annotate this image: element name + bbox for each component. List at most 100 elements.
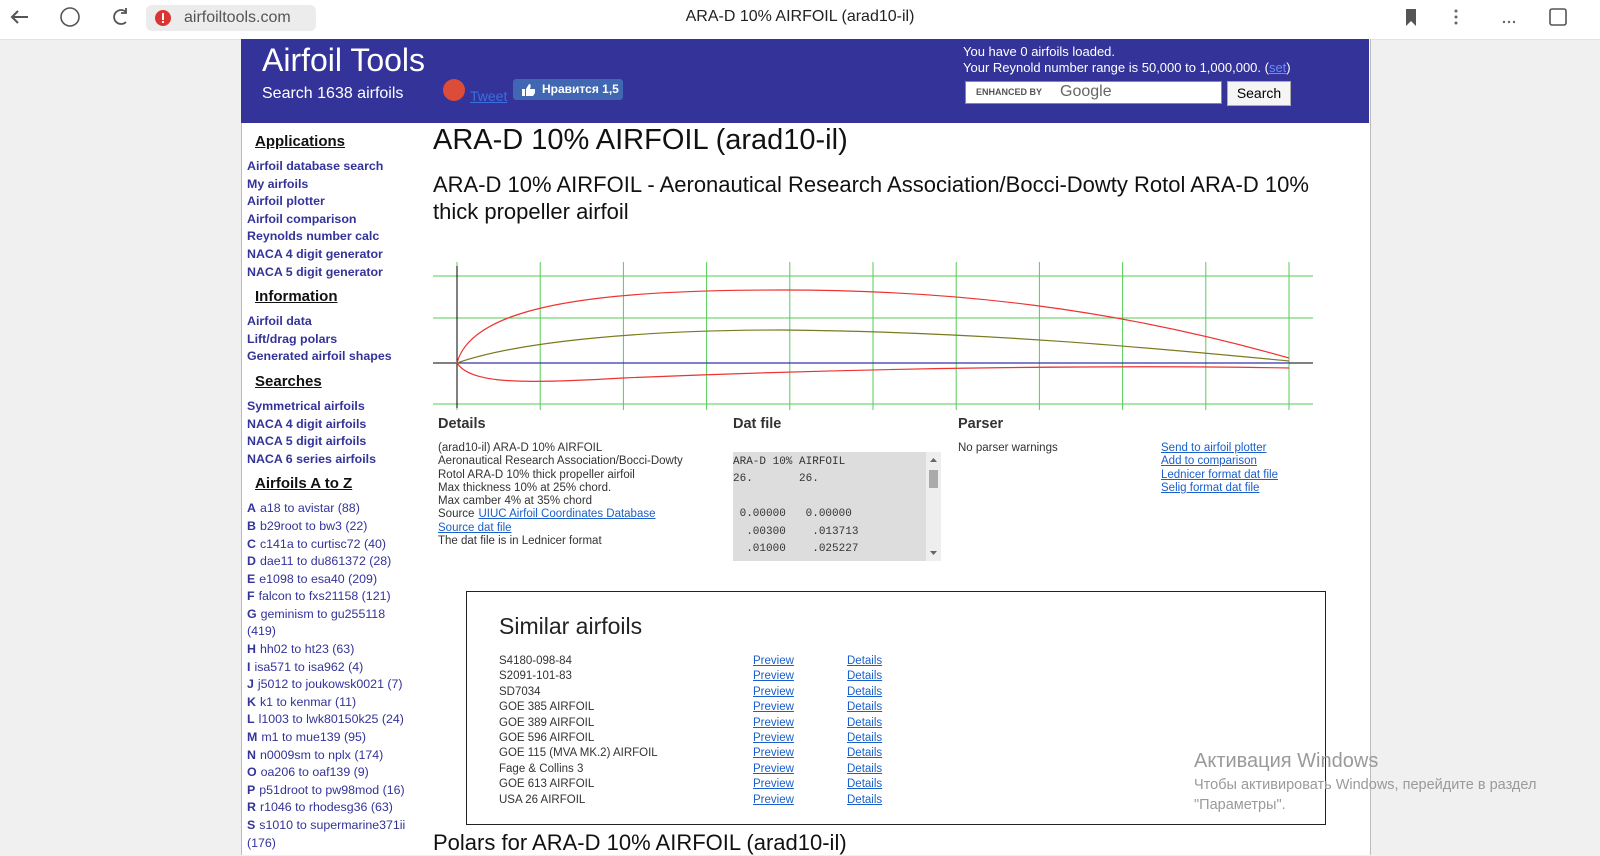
preview-link[interactable]: Preview [753, 732, 794, 744]
bookmark-icon[interactable] [1406, 9, 1416, 26]
reynolds-line: Your Reynold number range is 50,000 to 1… [963, 60, 1291, 76]
source-link[interactable]: UIUC Airfoil Coordinates Database [478, 508, 656, 521]
reload-icon[interactable] [113, 8, 127, 25]
az-letter: A [247, 501, 256, 516]
yandex-icon[interactable] [60, 7, 80, 27]
preview-link[interactable]: Preview [753, 670, 794, 683]
scrollbar[interactable] [926, 452, 941, 561]
like-icon [522, 84, 535, 96]
sidebar-link[interactable]: Airfoil database search [247, 159, 384, 173]
az-link[interactable]: oa206 to oaf139 (9) [260, 765, 369, 780]
details-link[interactable]: Details [847, 685, 883, 698]
parser-link[interactable]: Send to airfoil plotter [1161, 442, 1267, 454]
menu-icon[interactable] [1454, 9, 1458, 25]
details-link[interactable]: Details [847, 655, 883, 667]
similar-row: GOE 596 AIRFOIL Preview Details [499, 732, 882, 744]
sidebar-link[interactable]: Lift/drag polars [247, 331, 338, 346]
address-bar[interactable]: airfoiltools.com [146, 5, 316, 31]
parser-section: Parser No parser warnings Send to airfoi… [958, 416, 1358, 494]
sidebar-link[interactable]: Symmetrical airfoils [247, 398, 365, 413]
az-link[interactable]: l1003 to lwk80150k25 (24) [258, 712, 404, 727]
sidebar-link[interactable]: Airfoil comparison [247, 211, 357, 226]
az-link[interactable]: b29root to bw3 (22) [259, 518, 368, 533]
similar-row: Fage & Collins 3 Preview Details [499, 763, 882, 775]
reynolds-set-link[interactable]: set [1268, 59, 1287, 75]
details-link[interactable]: Details [847, 716, 883, 729]
reynolds-text: Your Reynold number range is 50,000 to 1… [963, 59, 1269, 75]
search-input[interactable]: ENHANCED BY Google [965, 81, 1222, 104]
dat-heading: Dat file [733, 416, 782, 432]
az-link[interactable]: hh02 to ht23 (63) [259, 642, 355, 657]
parser-link[interactable]: Lednicer format dat file [1161, 468, 1278, 481]
site-title[interactable]: Airfoil Tools [262, 42, 426, 78]
sidebar-link[interactable]: NACA 5 digit airfoils [247, 434, 367, 449]
parser-link[interactable]: Add to comparison [1161, 455, 1257, 468]
az-link[interactable]: j5012 to joukowsk0021 (7) [257, 677, 403, 692]
preview-link[interactable]: Preview [753, 655, 794, 667]
search-count[interactable]: Search 1638 airfoils [262, 85, 404, 102]
sidebar-link[interactable]: NACA 4 digit airfoils [247, 416, 367, 431]
az-letter: R [247, 800, 256, 815]
details-line: (arad10-il) ARA-D 10% AIRFOIL [438, 442, 603, 454]
dat-line: 26. 26. [733, 473, 819, 486]
az-link[interactable]: isa571 to isa962 (4) [254, 659, 364, 674]
google-plus-button[interactable] [443, 79, 465, 101]
az-link[interactable]: falcon to fxs21158 (121) [258, 589, 391, 604]
similar-name: USA 26 AIRFOIL [499, 793, 586, 806]
preview-link[interactable]: Preview [753, 701, 794, 714]
dat-line: .00300 .013713 [733, 525, 859, 538]
preview-link[interactable]: Preview [753, 685, 794, 698]
az-link[interactable]: e1098 to esa40 (209) [259, 571, 378, 586]
details-line: Max thickness 10% at 25% chord. [438, 481, 612, 494]
sidebar-heading: Airfoils A to Z [255, 475, 353, 493]
az-link[interactable]: p51droot to pw98mod (16) [259, 782, 405, 797]
az-link[interactable]: dae11 to du861372 (28) [259, 554, 392, 569]
preview-link[interactable]: Preview [753, 778, 794, 791]
sidebar-link[interactable]: NACA 6 series airfoils [247, 451, 377, 466]
sidebar-link[interactable]: Reynolds number calc [247, 229, 380, 244]
sidebar-link[interactable]: My airfoils [247, 176, 309, 191]
extensions-icon[interactable] [1549, 8, 1567, 26]
parser-link[interactable]: Selig format dat file [1161, 481, 1260, 494]
details-link[interactable]: Details [847, 701, 883, 714]
az-letter: D [247, 554, 256, 569]
az-link[interactable]: n0009sm to nplx (174) [259, 747, 384, 762]
az-link[interactable]: m1 to mue139 (95) [261, 730, 367, 745]
sidebar-link[interactable]: Generated airfoil shapes [247, 349, 392, 364]
preview-link[interactable]: Preview [753, 716, 794, 729]
details-link[interactable]: Details [847, 747, 883, 760]
az-link[interactable]: a18 to avistar (88) [259, 501, 360, 516]
preview-link[interactable]: Preview [753, 793, 794, 806]
sidebar-links: Airfoil database search My airfoils Airfoi… [247, 158, 417, 281]
az-letter: O [247, 765, 257, 780]
back-icon[interactable] [10, 10, 28, 24]
preview-link[interactable]: Preview [753, 762, 794, 775]
sidebar-link[interactable]: Airfoil data [247, 314, 312, 329]
az-link[interactable]: r1046 to rhodesg36 (63) [259, 800, 393, 815]
sidebar-link[interactable]: NACA 5 digit generator [247, 264, 383, 279]
details-link[interactable]: Details [847, 793, 883, 806]
tweet-link[interactable]: Tweet [470, 88, 508, 104]
az-link[interactable]: k1 to kenmar (11) [259, 694, 357, 709]
sidebar-link[interactable]: NACA 4 digit generator [247, 246, 383, 261]
dat-link[interactable]: Source dat file [438, 521, 512, 534]
details-link[interactable]: Details [847, 732, 883, 744]
details-link[interactable]: Details [847, 670, 883, 683]
like-button[interactable]: Нравится 1,5 [513, 79, 623, 100]
az-link[interactable]: geminism to gu255118 (419) [247, 606, 386, 639]
az-link[interactable]: s1010 to supermarine371ii (176) [247, 818, 406, 850]
az-link[interactable]: c141a to curtisc72 (40) [259, 536, 386, 551]
details-link[interactable]: Details [847, 778, 883, 791]
loaded-text: You have 0 airfoils loaded. [963, 44, 1116, 59]
dat-file-box[interactable]: ARA-D 10% AIRFOIL 26. 26. 0.00000 0.00000… [733, 452, 941, 561]
similar-row: GOE 385 AIRFOIL Preview Details [499, 701, 882, 713]
more-icon[interactable] [1502, 20, 1516, 24]
sidebar-link[interactable]: Airfoil plotter [247, 194, 325, 209]
az-letter: J [247, 677, 254, 692]
preview-link[interactable]: Preview [753, 747, 794, 760]
search-button[interactable]: Search [1227, 81, 1291, 106]
details-link[interactable]: Details [847, 762, 883, 775]
